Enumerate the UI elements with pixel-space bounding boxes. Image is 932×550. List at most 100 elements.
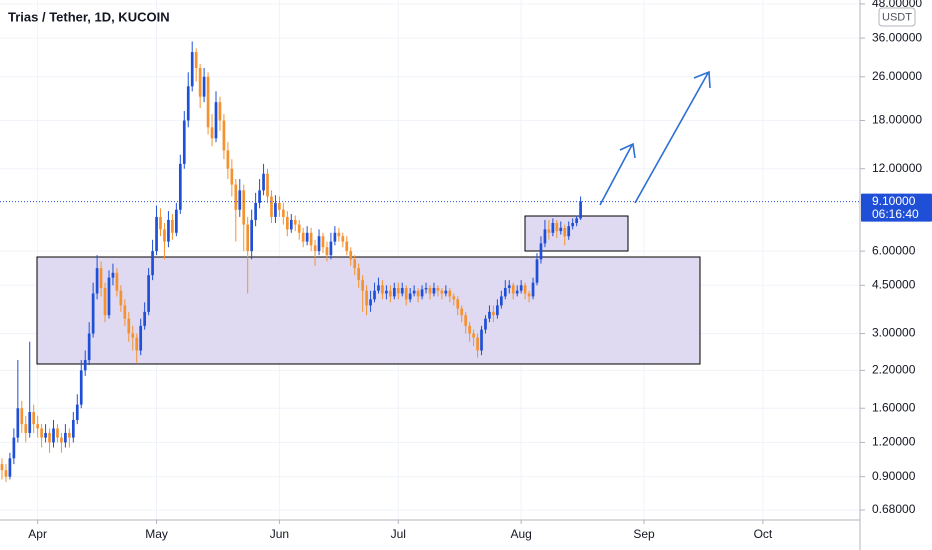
- candle-body: [99, 268, 103, 288]
- candle-body: [297, 224, 301, 233]
- candle-body: [262, 173, 265, 191]
- candle-body: [202, 76, 206, 97]
- candle-body: [555, 223, 559, 232]
- candle-body: [365, 290, 368, 306]
- candle-body: [345, 241, 349, 252]
- candle-body: [357, 268, 361, 281]
- candles: [0, 41, 860, 483]
- candle-body: [175, 209, 178, 233]
- candle-body: [0, 464, 4, 471]
- candle-body: [71, 419, 75, 438]
- candle-body: [416, 290, 420, 297]
- candle-body: [535, 259, 539, 283]
- candle-body: [361, 280, 364, 291]
- candle-body: [389, 290, 392, 297]
- candle-body: [115, 272, 119, 291]
- candle-body: [531, 282, 535, 297]
- candle-body: [488, 311, 491, 319]
- candle-body: [250, 219, 254, 252]
- candle-body: [8, 458, 12, 477]
- candle-body: [452, 296, 456, 300]
- candle-body: [377, 285, 380, 291]
- candle-body: [103, 287, 107, 316]
- candle-body: [567, 226, 571, 237]
- candle-body: [289, 219, 293, 230]
- candle-body: [444, 290, 448, 294]
- candle-body: [503, 287, 507, 297]
- candle-body: [198, 67, 202, 97]
- candle-body: [412, 290, 416, 294]
- candle-body: [206, 76, 210, 128]
- candle-body: [48, 432, 51, 443]
- candle-body: [321, 236, 325, 248]
- arrow: [599, 144, 633, 206]
- candle-body: [234, 184, 238, 210]
- candle-body: [563, 227, 567, 237]
- candle-body: [178, 163, 182, 210]
- candle-body: [400, 287, 404, 294]
- countdown: 06:16:40: [872, 207, 919, 221]
- y-tick-label: 6.00000: [872, 243, 916, 257]
- candle-body: [484, 318, 487, 330]
- candle-body: [36, 424, 39, 429]
- candle-body: [159, 216, 162, 230]
- candle-body: [420, 289, 424, 297]
- candle-body: [127, 318, 131, 334]
- candle-body: [499, 296, 503, 306]
- candle-body: [373, 290, 376, 300]
- candle-body: [515, 290, 519, 294]
- candle-body: [396, 287, 400, 294]
- last-price-box: [861, 193, 932, 222]
- candle-body: [143, 311, 147, 326]
- candle-body: [230, 168, 234, 185]
- candle-body: [56, 428, 59, 438]
- candle-body: [511, 285, 515, 294]
- candle-body: [40, 428, 43, 438]
- candle-body: [147, 275, 150, 312]
- candle-body: [460, 308, 464, 316]
- candle-body: [4, 470, 8, 477]
- x-tick-label: Oct: [754, 527, 773, 541]
- candle-body: [309, 232, 313, 246]
- candle-body: [266, 173, 269, 197]
- candle-body: [337, 232, 341, 237]
- candle-body: [16, 408, 20, 438]
- chart-title: Trias / Tether, 1D, KUCOIN: [8, 9, 170, 24]
- candle-body: [424, 287, 428, 290]
- candle-body: [432, 287, 436, 294]
- candle-body: [163, 229, 166, 242]
- candle-body: [79, 370, 83, 405]
- candle-body: [167, 219, 170, 242]
- candle-body: [194, 52, 198, 68]
- y-tick-label: 12.00000: [872, 161, 922, 175]
- candle-body: [480, 329, 483, 351]
- candle-body: [135, 337, 139, 351]
- candle-body: [468, 325, 471, 334]
- candle-body: [238, 190, 242, 210]
- candle-body: [258, 190, 261, 203]
- candle-body: [440, 290, 444, 294]
- y-tick-label: 3.00000: [872, 326, 916, 340]
- candle-body: [131, 333, 135, 338]
- x-tick-label: Apr: [28, 527, 47, 541]
- candle-body: [543, 229, 547, 244]
- candle-body: [539, 243, 543, 260]
- candle-body: [448, 290, 452, 297]
- candle-body: [313, 245, 317, 252]
- candle-body: [83, 360, 87, 371]
- last-price-label: 9.10000: [872, 194, 916, 208]
- candle-body: [404, 287, 408, 300]
- candle-body: [278, 202, 281, 210]
- candle-body: [551, 223, 555, 233]
- candle-body: [95, 268, 99, 294]
- price-axis-bg: [860, 0, 932, 550]
- candle-body: [408, 293, 412, 300]
- candle-body: [353, 259, 357, 269]
- annotations: [599, 70, 711, 206]
- candle-body: [329, 241, 333, 256]
- candle-body: [293, 219, 297, 225]
- candle-body: [523, 285, 527, 294]
- candle-body: [182, 120, 186, 164]
